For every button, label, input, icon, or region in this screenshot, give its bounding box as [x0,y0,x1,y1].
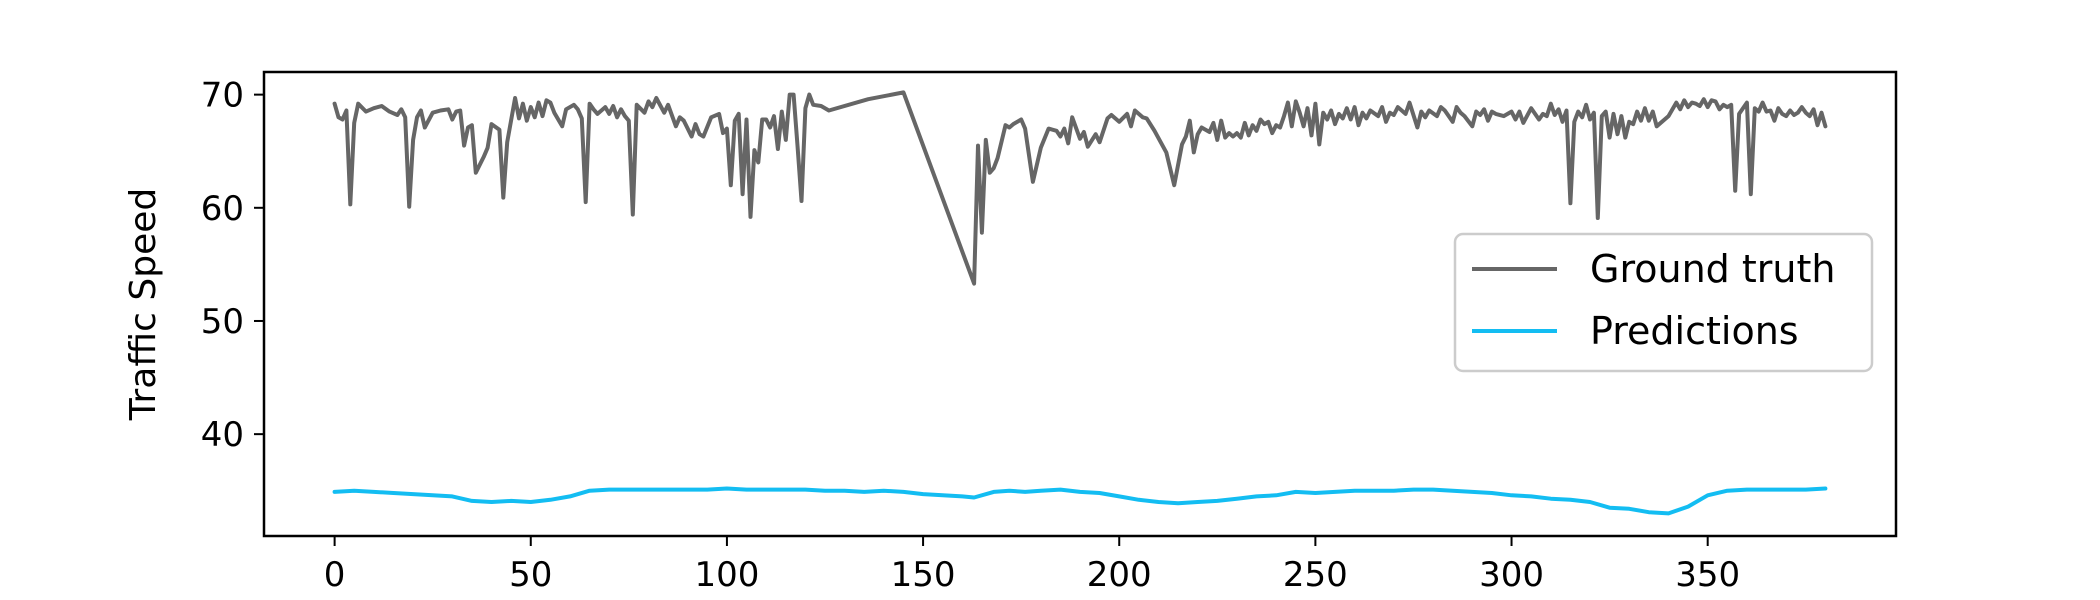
x-tick-label: 0 [324,555,346,595]
series-line-predictions [332,486,1828,516]
x-tick-label: 200 [1087,555,1152,595]
series-line-ground-truth [332,90,1828,286]
legend: Ground truth Predictions [1453,232,1874,373]
x-tick-label: 350 [1675,555,1740,595]
y-tick-label: 60 [201,189,244,229]
y-tick-label: 40 [201,415,244,455]
x-tick-label: 50 [509,555,552,595]
x-axis: 0 50 100 150 200 250 300 350 [324,536,1740,595]
y-axis-label: Traffic Speed [123,188,164,421]
y-axis: 40 50 60 70 [201,76,264,455]
plot-frame [262,70,1898,538]
legend-label-ground-truth: Ground truth [1590,247,1835,291]
x-tick-label: 250 [1283,555,1348,595]
y-tick-label: 70 [201,76,244,116]
legend-box [1453,232,1874,373]
legend-label-predictions: Predictions [1590,309,1799,353]
x-tick-label: 150 [891,555,956,595]
x-tick-label: 100 [694,555,759,595]
plot-data [332,90,1828,516]
y-tick-label: 50 [201,302,244,342]
x-tick-label: 300 [1479,555,1544,595]
